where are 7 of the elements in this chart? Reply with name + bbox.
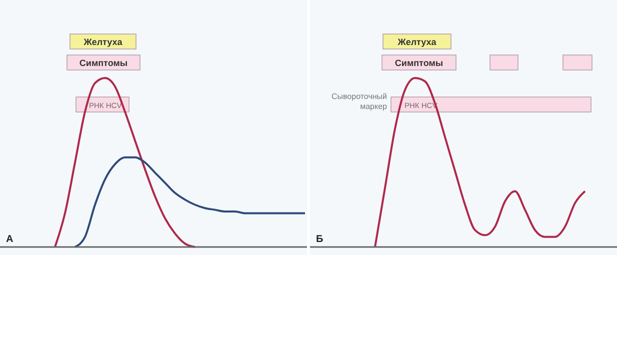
text: Симптомы xyxy=(79,58,128,68)
annotation: Сывороточный маркер xyxy=(331,92,388,111)
text: Б xyxy=(316,234,324,245)
text: Симптомы xyxy=(394,58,444,68)
text: Желтуха xyxy=(396,37,438,47)
text: Желтуха xyxy=(82,37,124,47)
text: А xyxy=(6,234,14,245)
